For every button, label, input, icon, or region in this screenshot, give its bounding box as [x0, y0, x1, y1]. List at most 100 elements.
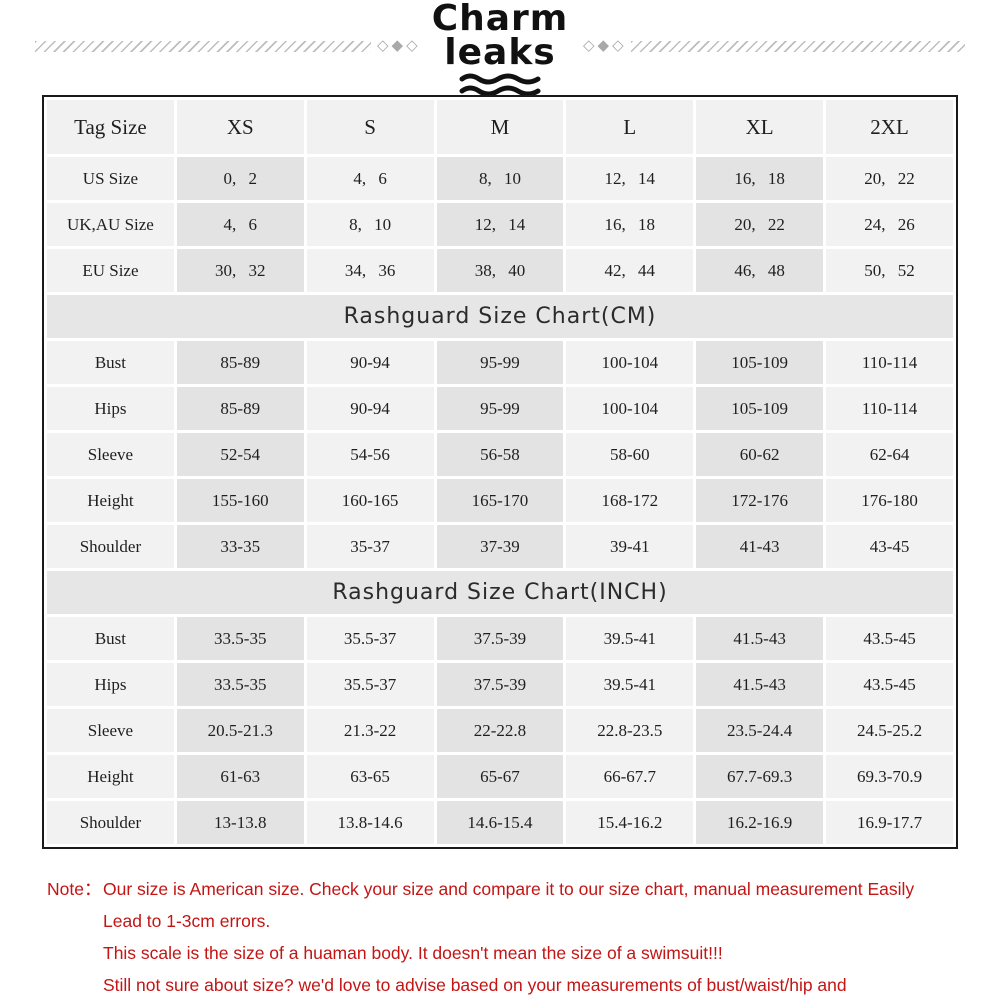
- size-cell: 67.7-69.3: [696, 755, 824, 798]
- size-cell: 39.5-41: [566, 663, 694, 706]
- size-cell: 41.5-43: [696, 617, 824, 660]
- size-cell: 69.3-70.9: [826, 755, 953, 798]
- row-label: Hips: [47, 663, 174, 706]
- size-cell: 16.2-16.9: [696, 801, 824, 844]
- size-cell: 24.5-25.2: [826, 709, 953, 752]
- waves-icon: [0, 72, 1000, 101]
- size-cell: 35.5-37: [306, 617, 434, 660]
- size-cell: 95-99: [436, 387, 564, 430]
- size-cell: 35.5-37: [306, 663, 434, 706]
- size-cell: 160-165: [306, 479, 434, 522]
- size-cell: 38, 40: [436, 249, 564, 292]
- diamond-ornament-left: ◇◆◇: [377, 36, 421, 54]
- size-cell: 168-172: [566, 479, 694, 522]
- size-cell: 95-99: [436, 341, 564, 384]
- size-cell: 100-104: [566, 341, 694, 384]
- cm-shoulder-row: Shoulder 33-35 35-37 37-39 39-41 41-43 4…: [47, 525, 953, 568]
- size-cell: 23.5-24.4: [696, 709, 824, 752]
- size-cell: 54-56: [306, 433, 434, 476]
- cm-bust-row: Bust 85-89 90-94 95-99 100-104 105-109 1…: [47, 341, 953, 384]
- size-cell: 30, 32: [176, 249, 304, 292]
- diamond-ornament-right: ◇◆◇: [583, 36, 627, 54]
- size-cell: 34, 36: [306, 249, 434, 292]
- hatch-line-left: [35, 41, 371, 52]
- row-label: Shoulder: [47, 525, 174, 568]
- size-cell: 42, 44: [566, 249, 694, 292]
- inch-section-row: Rashguard Size Chart(INCH): [47, 571, 953, 614]
- cm-height-row: Height 155-160 160-165 165-170 168-172 1…: [47, 479, 953, 522]
- size-cell: 62-64: [826, 433, 953, 476]
- note-label: Note：: [47, 879, 102, 899]
- size-cell: 20.5-21.3: [176, 709, 304, 752]
- size-cell: 15.4-16.2: [566, 801, 694, 844]
- size-cell: 20, 22: [696, 203, 824, 246]
- size-cell: 20, 22: [826, 157, 953, 200]
- cm-sleeve-row: Sleeve 52-54 54-56 56-58 58-60 60-62 62-…: [47, 433, 953, 476]
- note-line-4: Still not sure about size? we'd love to …: [103, 975, 847, 995]
- size-cell: 110-114: [826, 387, 953, 430]
- row-label: Sleeve: [47, 709, 174, 752]
- size-cell: 58-60: [566, 433, 694, 476]
- row-label: UK,AU Size: [47, 203, 174, 246]
- size-cell: 85-89: [176, 341, 304, 384]
- row-label: Height: [47, 755, 174, 798]
- size-cell: 165-170: [436, 479, 564, 522]
- inch-bust-row: Bust 33.5-35 35.5-37 37.5-39 39.5-41 41.…: [47, 617, 953, 660]
- size-cell: 56-58: [436, 433, 564, 476]
- size-cell: 41-43: [696, 525, 824, 568]
- note-line-1-text: Our size is American size. Check your si…: [103, 879, 915, 899]
- size-cell: 12, 14: [566, 157, 694, 200]
- cm-hips-row: Hips 85-89 90-94 95-99 100-104 105-109 1…: [47, 387, 953, 430]
- size-cell: 60-62: [696, 433, 824, 476]
- size-cell: 105-109: [696, 341, 824, 384]
- size-cell: 100-104: [566, 387, 694, 430]
- note-line-1: Note： Our size is American size. Check y…: [47, 873, 957, 905]
- size-cell: 0, 2: [176, 157, 304, 200]
- size-cell: 21.3-22: [306, 709, 434, 752]
- size-chart-table: Tag Size XS S M L XL 2XL US Size 0, 2 4,…: [42, 95, 958, 849]
- size-cell: 13.8-14.6: [306, 801, 434, 844]
- row-label: US Size: [47, 157, 174, 200]
- size-cell: 22.8-23.5: [566, 709, 694, 752]
- size-cell: 52-54: [176, 433, 304, 476]
- size-cell: 13-13.8: [176, 801, 304, 844]
- size-cell: 85-89: [176, 387, 304, 430]
- note-line-2: Lead to 1-3cm errors.: [103, 911, 271, 931]
- size-cell: 90-94: [306, 341, 434, 384]
- row-label: Hips: [47, 387, 174, 430]
- size-cell: 16, 18: [696, 157, 824, 200]
- row-label: Shoulder: [47, 801, 174, 844]
- eu-size-row: EU Size 30, 32 34, 36 38, 40 42, 44 46, …: [47, 249, 953, 292]
- header-2xl: 2XL: [826, 100, 953, 154]
- size-cell: 172-176: [696, 479, 824, 522]
- size-cell: 110-114: [826, 341, 953, 384]
- size-cell: 155-160: [176, 479, 304, 522]
- inch-hips-row: Hips 33.5-35 35.5-37 37.5-39 39.5-41 41.…: [47, 663, 953, 706]
- hatch-line-right: [631, 41, 965, 52]
- header-l: L: [566, 100, 694, 154]
- size-cell: 39.5-41: [566, 617, 694, 660]
- size-cell: 41.5-43: [696, 663, 824, 706]
- size-cell: 12, 14: [436, 203, 564, 246]
- brand-logo: Charm leaks: [0, 0, 1000, 102]
- note-line-3: This scale is the size of a huaman body.…: [103, 943, 723, 963]
- inch-height-row: Height 61-63 63-65 65-67 66-67.7 67.7-69…: [47, 755, 953, 798]
- size-cell: 66-67.7: [566, 755, 694, 798]
- size-cell: 35-37: [306, 525, 434, 568]
- inch-sleeve-row: Sleeve 20.5-21.3 21.3-22 22-22.8 22.8-23…: [47, 709, 953, 752]
- row-label: EU Size: [47, 249, 174, 292]
- size-cell: 22-22.8: [436, 709, 564, 752]
- inch-section-title: Rashguard Size Chart(INCH): [47, 571, 953, 614]
- size-cell: 16.9-17.7: [826, 801, 953, 844]
- size-cell: 8, 10: [306, 203, 434, 246]
- brand-name-line2: leaks: [444, 32, 556, 74]
- size-cell: 65-67: [436, 755, 564, 798]
- size-cell: 4, 6: [306, 157, 434, 200]
- header-m: M: [436, 100, 564, 154]
- row-label: Bust: [47, 341, 174, 384]
- size-cell: 37-39: [436, 525, 564, 568]
- size-note: Note： Our size is American size. Check y…: [47, 873, 957, 1000]
- size-cell: 39-41: [566, 525, 694, 568]
- table-header-row: Tag Size XS S M L XL 2XL: [47, 100, 953, 154]
- cm-section-title: Rashguard Size Chart(CM): [47, 295, 953, 338]
